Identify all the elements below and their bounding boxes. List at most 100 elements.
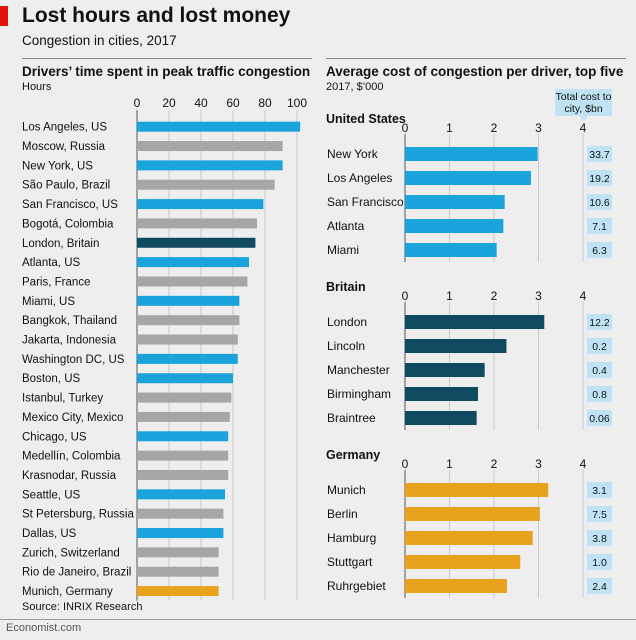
bar [137,334,238,345]
x-tick-label: 40 [194,96,208,110]
category-label: Munich [327,483,366,497]
category-label: Hamburg [327,531,376,545]
total-cost-header-label: city, $bn [564,103,602,115]
bar [405,315,545,329]
total-cost-box [587,578,612,594]
x-tick-label: 80 [258,96,272,110]
total-cost-box [587,386,612,402]
category-label: Munich, Germany [22,586,113,598]
bar [137,373,233,384]
category-label: Miami, US [22,296,75,308]
x-tick-label: 1 [446,457,453,471]
left-panel-divider [22,58,312,59]
bar [405,243,497,257]
bar [405,411,477,425]
bar [137,121,301,132]
category-label: London, Britain [22,238,99,250]
x-tick-label: 2 [491,121,498,135]
category-label: Ruhrgebiet [327,579,386,593]
total-cost-value: 2.4 [592,581,607,593]
panel-name: Britain [326,280,366,294]
x-tick-label: 20 [162,96,176,110]
right-panel-divider [326,58,626,59]
category-label: Berlin [327,507,358,521]
bar [137,218,257,229]
bar [405,507,540,521]
total-cost-value: 0.4 [592,365,607,377]
category-label: Chicago, US [22,431,87,443]
category-label: Manchester [327,363,390,377]
category-label: Lincoln [327,339,365,353]
bar [137,392,232,403]
bar [137,528,224,539]
bar [137,257,249,268]
right-chart-unit: 2017, $’000 [326,81,384,93]
total-cost-box [587,410,612,426]
left-chart-unit: Hours [22,81,52,93]
panel-name: Germany [326,448,380,462]
total-cost-box [587,194,612,210]
category-label: New York [327,147,379,161]
x-tick-label: 1 [446,289,453,303]
bar [405,579,507,593]
bar [405,531,533,545]
bar [405,171,531,185]
category-label: Medellín, Colombia [22,451,121,463]
category-label: Jakarta, Indonesia [22,335,117,347]
category-label: Istanbul, Turkey [22,393,103,405]
category-label: New York, US [22,160,93,172]
category-label: Washington DC, US [22,354,125,366]
category-label: San Francisco [327,195,404,209]
x-tick-label: 4 [580,289,587,303]
category-label: Zurich, Switzerland [22,547,120,559]
bar [137,489,225,500]
bar [137,276,248,287]
x-tick-label: 3 [535,457,542,471]
category-label: Braintree [327,411,376,425]
total-cost-box [587,554,612,570]
category-label: Krasnodar, Russia [22,470,117,482]
bar [137,199,264,210]
category-label: Moscow, Russia [22,141,106,153]
x-tick-label: 4 [580,121,587,135]
total-cost-value: 12.2 [589,317,610,329]
total-cost-box [587,338,612,354]
total-cost-value: 33.7 [589,149,610,161]
total-cost-header-box [555,89,612,116]
total-cost-box [587,482,612,498]
bar [137,431,229,442]
total-cost-value: 3.1 [592,485,607,497]
bar [137,353,238,364]
category-label: Los Angeles [327,171,392,185]
bar [137,586,219,597]
category-label: Miami [327,243,359,257]
total-cost-value: 0.2 [592,341,607,353]
total-cost-value: 10.6 [589,197,610,209]
category-label: London [327,315,367,329]
x-tick-label: 3 [535,289,542,303]
total-cost-value: 3.8 [592,533,607,545]
bar [405,555,521,569]
total-cost-value: 0.06 [589,413,610,425]
category-label: Rio de Janeiro, Brazil [22,567,131,579]
bar [137,566,219,577]
x-tick-label: 100 [287,96,307,110]
total-cost-box [587,242,612,258]
bar [137,237,256,248]
left-chart-title: Drivers’ time spent in peak traffic cong… [22,64,311,79]
x-tick-label: 2 [491,289,498,303]
bar [137,315,240,326]
total-cost-box [587,362,612,378]
bar [405,147,538,161]
category-label: Bangkok, Thailand [22,315,117,327]
bar [405,339,507,353]
category-label: Los Angeles, US [22,122,107,134]
panel-name: United States [326,112,406,126]
category-label: Boston, US [22,373,80,385]
category-label: Dallas, US [22,528,77,540]
bar [137,141,283,152]
category-label: Paris, France [22,276,90,288]
bar [137,411,230,422]
